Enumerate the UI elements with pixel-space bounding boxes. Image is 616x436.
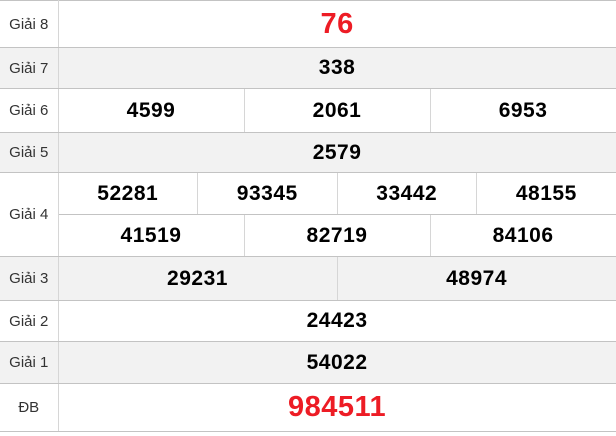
prize-number-giai6: 4599 (57, 88, 245, 133)
prize-row-label: Giải 3 (0, 256, 59, 301)
table-row: Giải 6 4599 2061 6953 (0, 88, 616, 133)
prize-row-label: Giải 6 (0, 88, 59, 133)
prize-row-label: ĐB (0, 383, 59, 432)
table-row: Giải 2 24423 (0, 300, 616, 342)
prize-number-giai1: 54022 (57, 341, 616, 384)
table-row: ĐB 984511 (0, 383, 616, 432)
prize-number-giai5: 2579 (57, 132, 616, 173)
table-row: Giải 1 54022 (0, 341, 616, 384)
prize-row-label: Giải 2 (0, 300, 59, 342)
prize-row-label: Giải 8 (0, 0, 59, 48)
prize-row-label: Giải 1 (0, 341, 59, 384)
table-row: Giải 5 2579 (0, 132, 616, 173)
table-row: Giải 8 76 (0, 0, 616, 48)
prize-number-giai6: 6953 (429, 88, 616, 133)
prize-number-giai4: 41519 (58, 214, 245, 257)
prize-row-label: Giải 4 (0, 172, 59, 257)
prize-number-giai4: 84106 (429, 214, 616, 257)
prize-number-giai4: 48155 (476, 172, 616, 215)
prize-number-giai4: 93345 (197, 172, 338, 215)
prize-number-giai3: 48974 (336, 256, 616, 301)
prize-row-label: Giải 7 (0, 47, 59, 89)
table-row: Giải 4 52281 93345 33442 48155 (0, 172, 616, 257)
prize-number-db: 984511 (57, 383, 616, 432)
prize-number-giai4: 52281 (57, 172, 198, 215)
prize-number-giai3: 29231 (57, 256, 338, 301)
prize-number-giai7: 338 (57, 47, 616, 89)
table-row: 41519 82719 84106 (0, 214, 616, 257)
prize-row-label: Giải 5 (0, 132, 59, 173)
prize-number-giai4: 82719 (243, 214, 431, 257)
table-row: Giải 7 338 (0, 47, 616, 89)
prize-number-giai4: 33442 (336, 172, 477, 215)
prize-number-giai8: 76 (57, 0, 616, 48)
prize-number-giai6: 2061 (243, 88, 431, 133)
table-row: Giải 3 29231 48974 (0, 256, 616, 301)
prize-number-giai2: 24423 (57, 300, 616, 342)
